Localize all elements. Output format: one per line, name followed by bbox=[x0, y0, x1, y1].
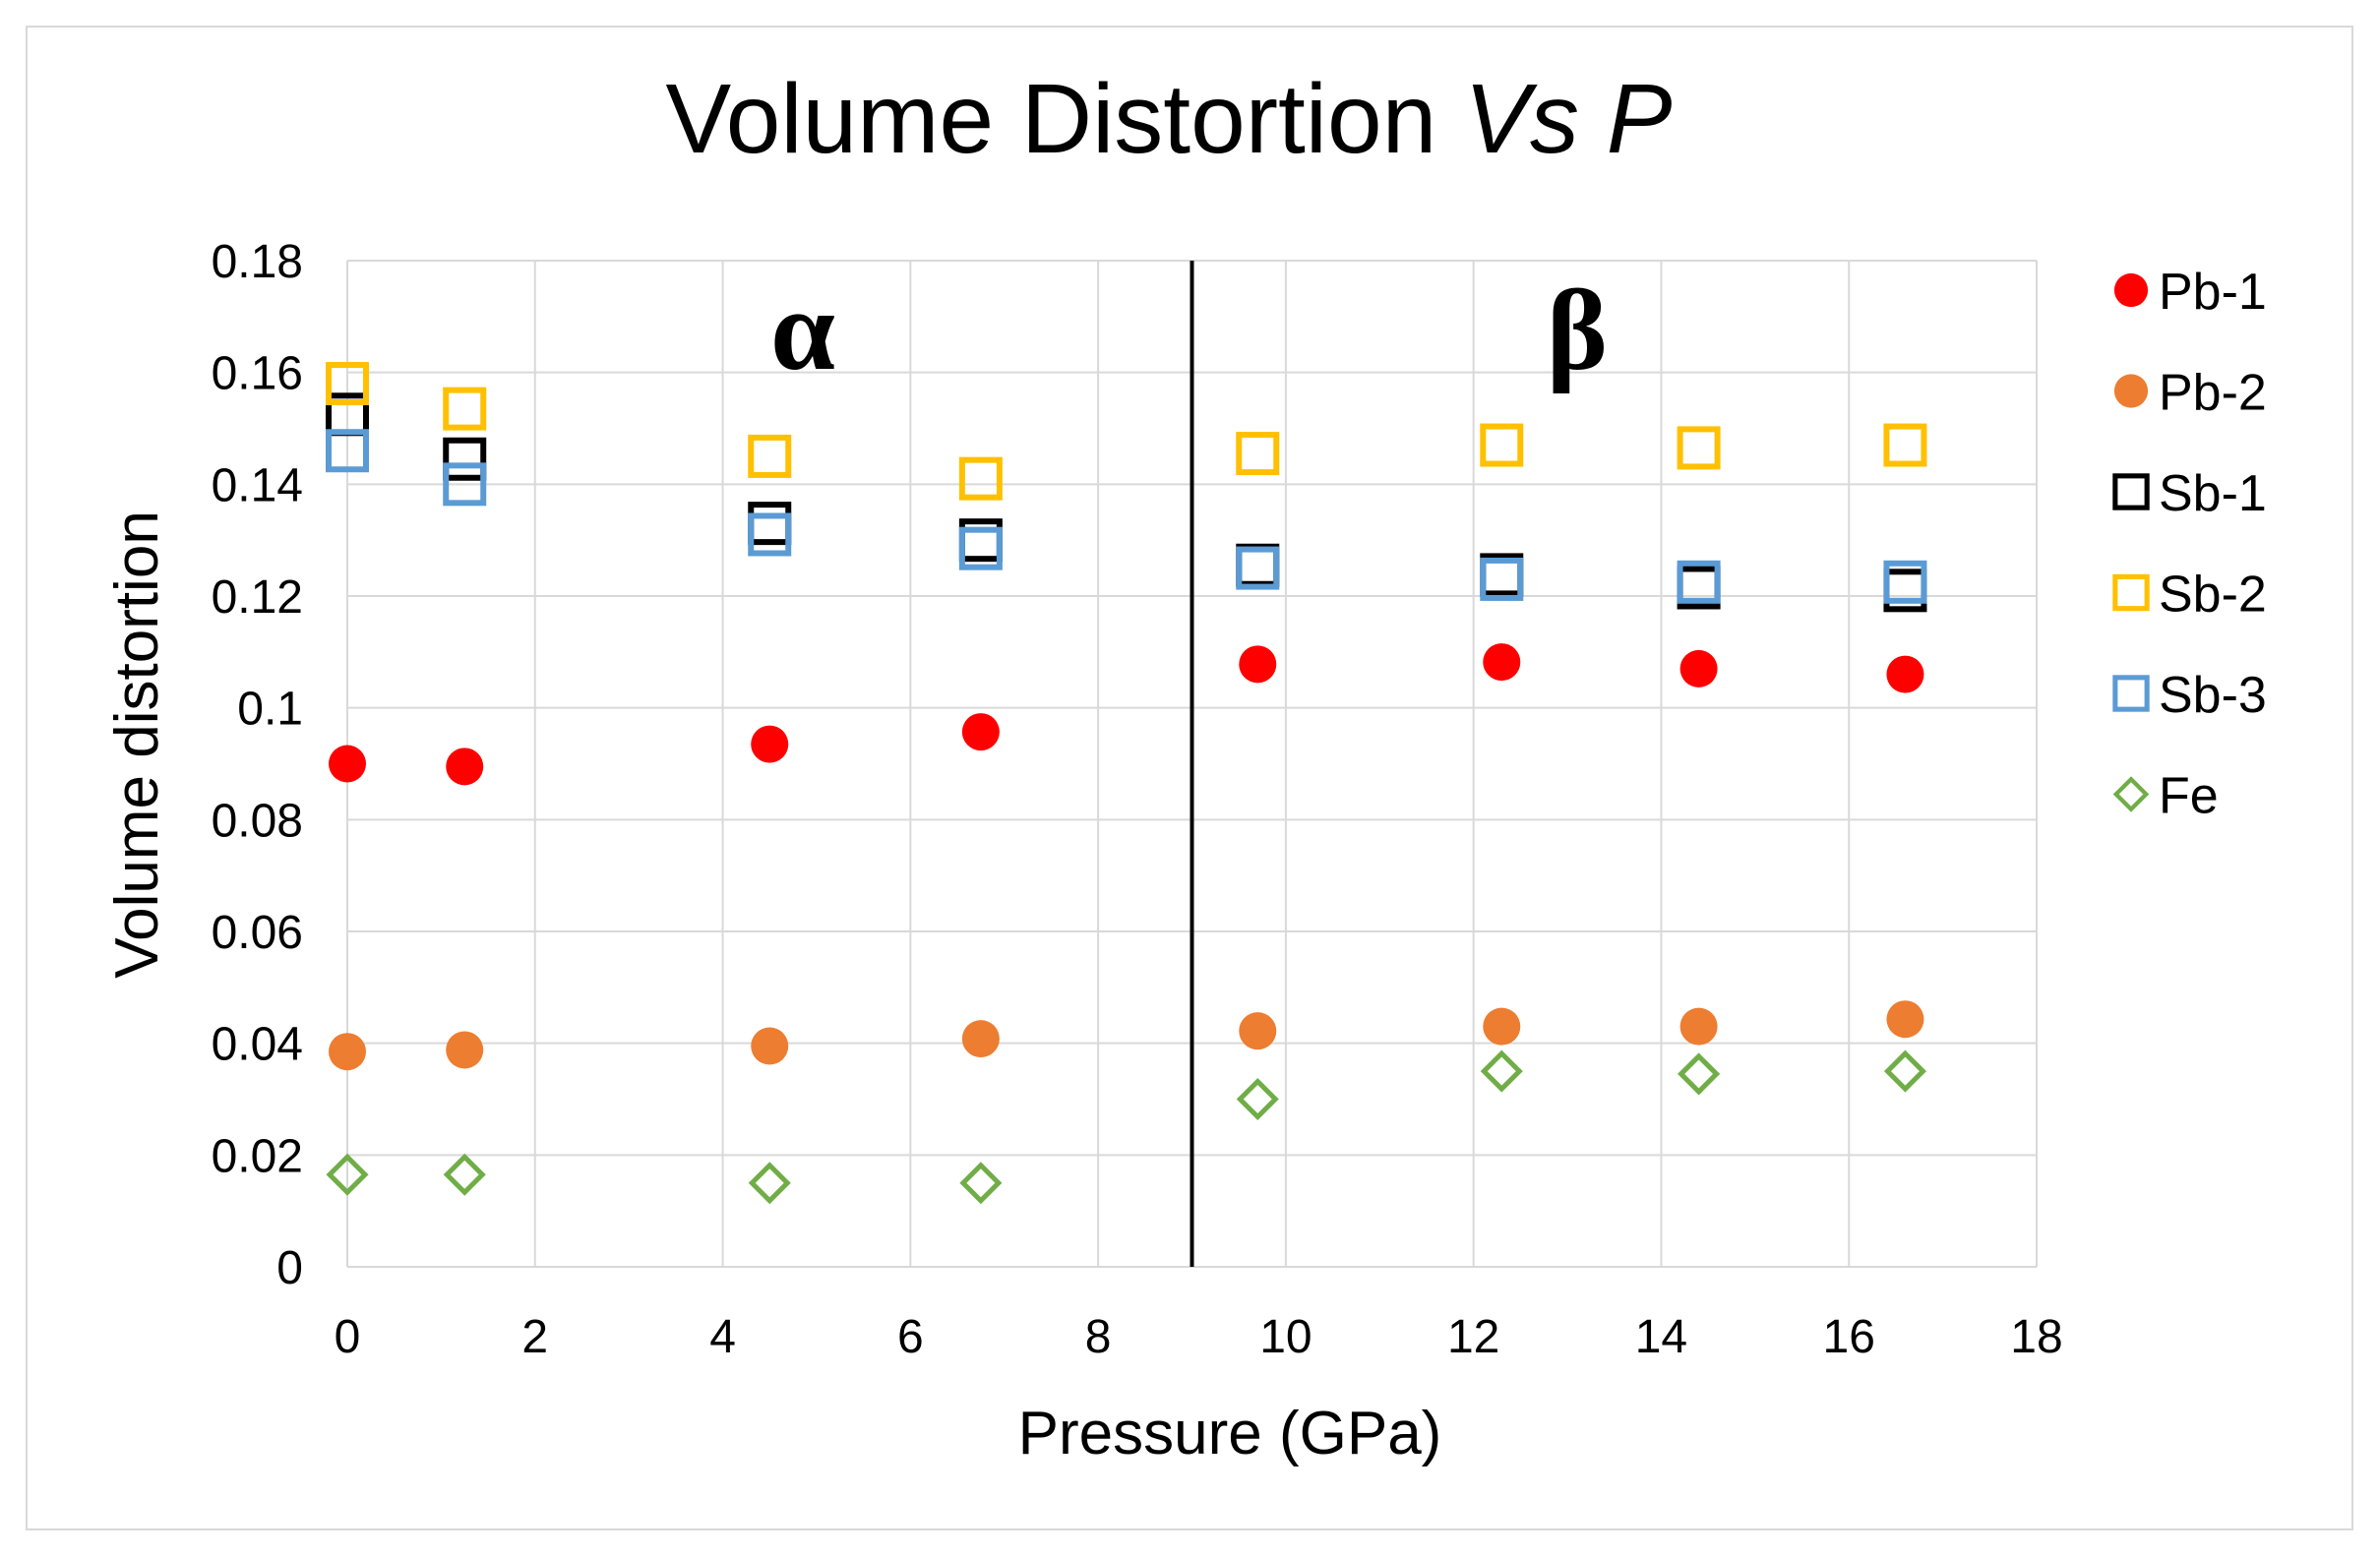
point-sb-1 bbox=[443, 437, 487, 481]
beta-phase-label: β bbox=[1547, 266, 1608, 394]
x-tick-label: 6 bbox=[897, 1311, 924, 1363]
point-sb-2 bbox=[748, 434, 792, 478]
legend-label-fe: Fe bbox=[2159, 768, 2219, 825]
x-tick-label: 0 bbox=[335, 1311, 361, 1363]
legend-marker-pb-2 bbox=[2113, 374, 2149, 408]
point-pb-2 bbox=[1483, 1007, 1521, 1046]
point-sb-2 bbox=[1677, 426, 1721, 470]
point-pb-2 bbox=[961, 1020, 1000, 1058]
point-sb-1 bbox=[748, 502, 792, 546]
legend-marker-sb-1 bbox=[2112, 473, 2150, 510]
y-tick-label: 0.1 bbox=[237, 684, 303, 736]
point-pb-2 bbox=[329, 1033, 366, 1071]
x-tick-label: 2 bbox=[521, 1311, 548, 1363]
point-fe bbox=[959, 1162, 1003, 1205]
point-sb-3 bbox=[1480, 557, 1524, 601]
point-sb-2 bbox=[1236, 432, 1280, 476]
y-tick-label: 0 bbox=[276, 1242, 303, 1294]
point-fe bbox=[1678, 1052, 1721, 1096]
legend-marker-sb-2 bbox=[2112, 573, 2150, 612]
point-pb-1 bbox=[1239, 645, 1277, 684]
point-pb-1 bbox=[751, 725, 789, 763]
point-pb-1 bbox=[329, 745, 366, 783]
y-tick-label: 0.14 bbox=[212, 459, 303, 511]
point-fe bbox=[443, 1153, 486, 1196]
legend-label-pb-2: Pb-2 bbox=[2159, 365, 2267, 422]
legend-marker-fe bbox=[2112, 776, 2150, 812]
point-pb-2 bbox=[751, 1027, 789, 1065]
y-axis-label: Volume distortion bbox=[103, 510, 171, 979]
y-tick-label: 0.08 bbox=[212, 795, 303, 847]
point-pb-1 bbox=[1483, 643, 1521, 682]
y-tick-label: 0.04 bbox=[212, 1019, 303, 1071]
chart-title: Volume Distortion Vs P bbox=[666, 64, 1673, 174]
point-pb-1 bbox=[446, 748, 484, 786]
point-fe bbox=[326, 1153, 369, 1196]
x-tick-label: 14 bbox=[1635, 1311, 1687, 1363]
point-sb-2 bbox=[1883, 423, 1927, 467]
legend: Pb-1 Pb-2 Sb-1 Sb-2 Sb-3 Fe bbox=[2112, 264, 2267, 825]
chart-title-italic: Vs P bbox=[1464, 64, 1672, 174]
point-pb-2 bbox=[446, 1031, 484, 1069]
legend-label-sb-3: Sb-3 bbox=[2159, 667, 2267, 724]
chart-title-main: Volume Distortion bbox=[666, 64, 1437, 174]
y-tick-label: 0.18 bbox=[212, 236, 303, 288]
chart-frame bbox=[26, 26, 2353, 1530]
x-tick-label: 12 bbox=[1447, 1311, 1499, 1363]
legend-label-sb-2: Sb-2 bbox=[2159, 567, 2267, 624]
y-tick-label: 0.02 bbox=[212, 1130, 303, 1182]
point-fe bbox=[748, 1162, 791, 1205]
point-sb-2 bbox=[443, 387, 487, 431]
y-tick-label: 0.16 bbox=[212, 348, 303, 400]
alpha-phase-label: α bbox=[770, 266, 835, 394]
point-pb-1 bbox=[961, 713, 1000, 751]
x-tick-label: 10 bbox=[1259, 1311, 1312, 1363]
point-sb-3 bbox=[958, 526, 1003, 570]
legend-marker-pb-1 bbox=[2113, 272, 2149, 308]
point-sb-3 bbox=[748, 512, 792, 557]
point-fe bbox=[1480, 1049, 1523, 1093]
point-pb-2 bbox=[1679, 1007, 1718, 1046]
point-sb-3 bbox=[1883, 560, 1927, 604]
point-pb-2 bbox=[1886, 1000, 1924, 1039]
point-sb-3 bbox=[443, 462, 487, 507]
x-tick-label: 18 bbox=[2010, 1311, 2062, 1363]
y-tick-label: 0.06 bbox=[212, 907, 303, 959]
tick-labels: 0 0.02 0.04 0.06 0.08 0.1 0.12 0.14 0.16 0.18 0 2 4 6… bbox=[212, 236, 2063, 1363]
legend-marker-sb-3 bbox=[2112, 675, 2150, 712]
point-pb-1 bbox=[1679, 649, 1718, 688]
point-fe bbox=[1883, 1049, 1926, 1093]
point-sb-2 bbox=[1480, 423, 1524, 467]
legend-label-pb-1: Pb-1 bbox=[2159, 264, 2267, 321]
point-sb-2 bbox=[326, 362, 369, 406]
data-points bbox=[326, 362, 1927, 1205]
point-sb-3 bbox=[1236, 546, 1280, 590]
x-tick-label: 4 bbox=[709, 1311, 736, 1363]
point-pb-2 bbox=[1239, 1012, 1277, 1050]
legend-label-sb-1: Sb-1 bbox=[2159, 465, 2267, 522]
point-pb-1 bbox=[1886, 655, 1924, 693]
x-tick-label: 16 bbox=[1823, 1311, 1875, 1363]
point-sb-2 bbox=[958, 456, 1003, 501]
y-tick-label: 0.12 bbox=[212, 571, 303, 624]
point-sb-3 bbox=[326, 429, 369, 473]
x-axis-label: Pressure (GPa) bbox=[1018, 1400, 1442, 1467]
point-sb-3 bbox=[1677, 560, 1721, 604]
point-fe bbox=[1236, 1077, 1279, 1121]
x-tick-label: 8 bbox=[1085, 1311, 1112, 1363]
